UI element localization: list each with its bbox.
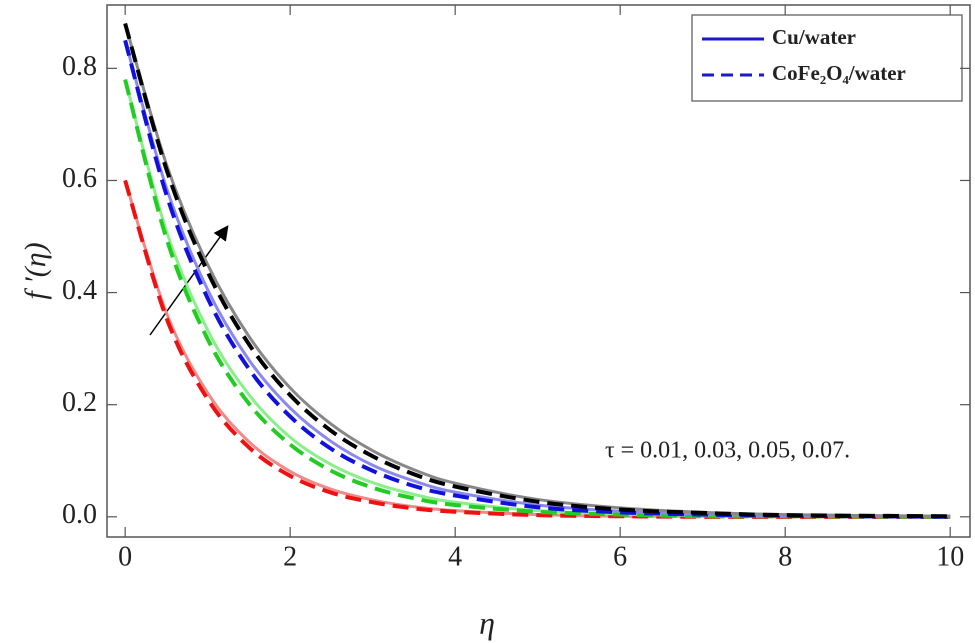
x-tick-label: 4 [448,541,462,572]
x-tick-label: 0 [118,541,132,572]
legend-label: CoFe₂O₄/water [772,61,906,85]
legend-box [691,14,963,102]
x-axis-label: η [479,604,495,640]
plot-area [123,22,951,519]
series-line [123,179,951,519]
y-tick-label: 0.6 [62,163,97,194]
series-line [123,180,951,519]
legend: Cu/water CoFe₂O₄/water [691,14,963,102]
y-tick-label: 0.4 [62,275,97,306]
y-tick-label: 0.2 [62,387,97,418]
series-line [123,79,951,519]
series-line [123,22,951,519]
y-tick-label: 0.0 [62,499,97,530]
y-axis-label: f ′(η) [19,242,52,299]
legend-label: Cu/water [772,25,856,49]
x-tick-label: 6 [613,541,627,572]
x-tick-label: 2 [283,541,297,572]
trend-arrow [149,225,229,336]
annotation: τ = 0.01, 0.03, 0.05, 0.07. [605,438,850,464]
plot-frame [106,4,971,538]
x-tick-label: 10 [936,541,964,572]
y-tick-label: 0.8 [62,51,97,82]
x-tick-label: 8 [778,541,792,572]
